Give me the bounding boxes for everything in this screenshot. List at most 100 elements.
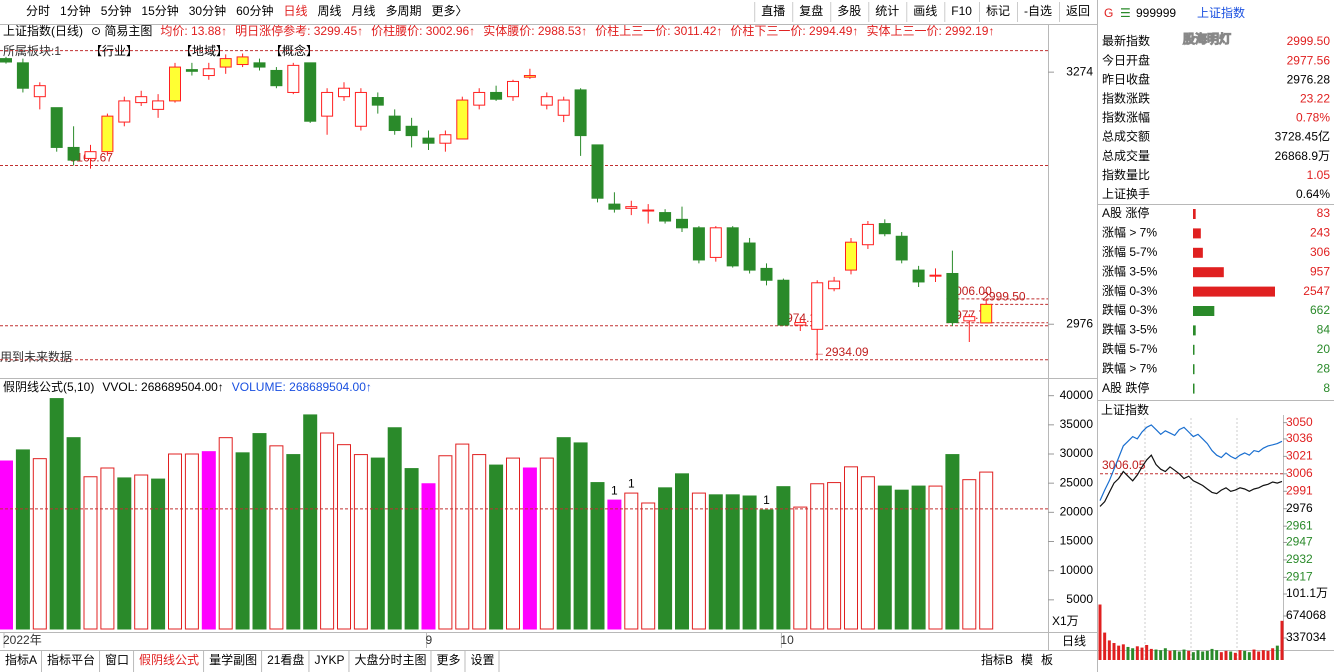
breadth-bar — [1193, 228, 1201, 239]
period-tab[interactable]: 多周期 — [386, 4, 422, 18]
bottom-tab[interactable]: 指标平台 — [47, 652, 95, 667]
volume-bar — [438, 455, 453, 630]
intraday-volume-bar — [1280, 620, 1284, 660]
volume-bar — [404, 468, 419, 630]
bottom-tab[interactable]: 大盘分时主图 — [354, 652, 426, 667]
volume-bar — [860, 476, 875, 630]
volume-bar — [252, 433, 267, 630]
tool-button[interactable]: 复盘 — [799, 3, 823, 18]
breadth-bar — [1193, 383, 1195, 394]
volume-bar — [353, 454, 368, 630]
breadth-value: 28 — [1317, 361, 1331, 375]
tool-button[interactable]: 画线 — [913, 4, 937, 18]
intraday-volume-bar — [1173, 650, 1177, 660]
candle-body — [912, 269, 925, 283]
candle-body — [33, 85, 46, 98]
volume-annotation: 1 — [611, 483, 618, 497]
y-tick-label: 3036 — [1286, 431, 1313, 445]
bottom-tab[interactable]: 更多 — [436, 653, 460, 667]
quote-value: 2976.28 — [1287, 72, 1331, 86]
tag-link[interactable]: 【概念】 — [270, 43, 318, 58]
breadth-label: 跌幅 > 7% — [1102, 360, 1157, 375]
breadth-bar — [1193, 247, 1203, 258]
intraday-volume-bar — [1163, 648, 1167, 660]
intraday-volume-bar — [1196, 650, 1200, 660]
candle-body — [929, 274, 942, 277]
volume-bar — [117, 477, 132, 630]
volume-bar — [320, 432, 335, 630]
quote-label: 指数涨幅 — [1102, 110, 1150, 125]
tool-button[interactable]: 标记 — [986, 4, 1010, 18]
period-tab[interactable]: 日线 — [283, 4, 307, 18]
volume-bar — [624, 492, 639, 630]
intraday-volume-bar — [1210, 648, 1214, 660]
intraday-volume-bar — [1233, 652, 1237, 660]
volume-bar — [32, 458, 47, 630]
tool-button[interactable]: 返回 — [1066, 4, 1090, 18]
candle-body — [473, 91, 486, 106]
sector-note: 所属板块:1 — [3, 44, 61, 58]
candle-body — [67, 146, 80, 161]
volume-bar — [134, 474, 149, 630]
tool-button[interactable]: F10 — [951, 4, 972, 18]
breadth-value: 2547 — [1303, 284, 1330, 298]
period-tab[interactable]: 30分钟 — [189, 3, 226, 18]
period-tab[interactable]: 5分钟 — [101, 3, 132, 18]
breadth-label: 跌幅 0-3% — [1102, 302, 1158, 317]
tool-button[interactable]: 多股 — [837, 4, 861, 18]
bottom-tab[interactable]: 指标B — [981, 652, 1013, 667]
period-tab[interactable]: 月线 — [352, 4, 376, 18]
candle-body — [439, 134, 452, 144]
breadth-label: 跌幅 3-5% — [1102, 322, 1158, 337]
intraday-volume-bar — [1201, 651, 1205, 660]
volume-header: VVOL: 268689504.00↑ — [102, 380, 223, 394]
intraday-volume-bar — [1261, 650, 1265, 660]
volume-bar — [759, 509, 774, 630]
quote-label: 昨日收盘 — [1102, 71, 1150, 86]
volume-bar — [218, 437, 233, 630]
y-tick-label: 3006 — [1286, 466, 1313, 480]
bottom-tab[interactable]: 模 — [1021, 653, 1033, 667]
y-tick-label: 2917 — [1286, 570, 1313, 584]
candle-body — [16, 62, 29, 89]
bottom-tab[interactable]: 21看盘 — [267, 652, 304, 667]
volume-bar — [691, 492, 706, 630]
candle-body — [642, 209, 655, 212]
tool-button[interactable]: -自选 — [1024, 4, 1052, 18]
volume-bar — [286, 454, 301, 630]
quote-label: 总成交额 — [1102, 129, 1150, 144]
y-tick-label: 2991 — [1286, 483, 1313, 497]
candle-body — [202, 68, 215, 77]
period-tab[interactable]: 周线 — [317, 4, 341, 18]
period-tab[interactable]: 分时 — [26, 4, 50, 18]
intraday-volume-bar — [1177, 651, 1181, 660]
bottom-tab[interactable]: JYKP — [314, 653, 344, 667]
tag-link[interactable]: 【行业】 — [90, 44, 138, 58]
tool-button[interactable]: 直播 — [761, 4, 785, 18]
bottom-tab[interactable]: 指标A — [5, 652, 37, 667]
tool-button[interactable]: 统计 — [875, 4, 899, 18]
quote-value: 2977.56 — [1287, 53, 1331, 67]
period-label[interactable]: 日线 — [1062, 634, 1086, 648]
volume-bar — [83, 476, 98, 630]
bottom-tab[interactable]: 板 — [1041, 653, 1053, 667]
volume-bar — [708, 494, 723, 630]
candle-body — [456, 99, 469, 140]
volume-bar — [455, 443, 470, 630]
intraday-volume-bar — [1140, 647, 1144, 660]
candle-body — [422, 137, 435, 144]
volume-annotation: 1 — [763, 493, 770, 507]
bottom-tab[interactable]: 窗口 — [105, 653, 129, 667]
period-tab[interactable]: 更多〉 — [432, 4, 468, 18]
period-tab[interactable]: 15分钟 — [141, 3, 178, 18]
intraday-volume-bar — [1117, 645, 1121, 660]
bottom-tab[interactable]: 设置 — [470, 653, 494, 667]
bottom-tab[interactable]: 量学副图 — [209, 652, 257, 667]
period-tab[interactable]: 60分钟 — [236, 3, 273, 18]
volume-bar — [675, 473, 689, 630]
period-tab[interactable]: 1分钟 — [60, 3, 91, 18]
bottom-tab[interactable]: 假阴线公式 — [139, 653, 199, 667]
intraday-volume-bar — [1135, 646, 1139, 660]
tag-link[interactable]: 【地域】 — [180, 44, 228, 58]
